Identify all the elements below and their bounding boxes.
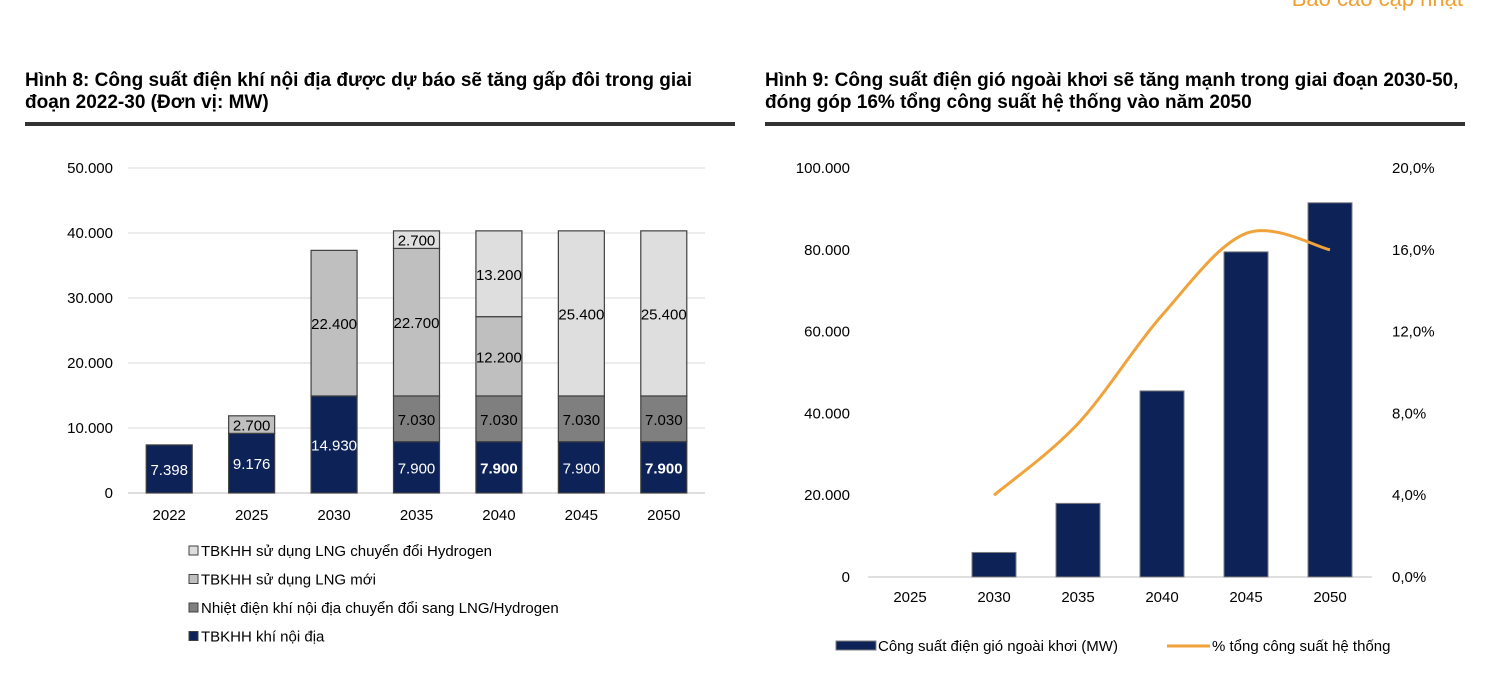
c1-bar-segment xyxy=(640,230,688,397)
c2-xtick-label: 2050 xyxy=(1313,589,1346,606)
c1-ytick-label: 10.000 xyxy=(67,420,113,437)
c1-legend-swatch xyxy=(188,574,199,584)
c2-y2tick-label: 12,0% xyxy=(1392,324,1435,341)
c1-legend-swatch xyxy=(188,631,199,641)
c1-ytick-label: 20.000 xyxy=(67,355,113,372)
c2-legend-label: % tổng công suất hệ thống xyxy=(1212,638,1390,655)
c1-data-label: 7.900 xyxy=(563,460,601,477)
c1-legend-label: TBKHH khí nội địa xyxy=(201,629,325,646)
c2-bar xyxy=(1055,502,1101,578)
c1-data-label: 7.030 xyxy=(645,412,683,429)
c1-ytick-label: 50.000 xyxy=(67,160,113,177)
c1-legend-swatch xyxy=(188,602,199,613)
c1-bar-segment xyxy=(310,395,358,494)
c1-data-label: 7.030 xyxy=(480,412,518,429)
c1-bar-segment xyxy=(392,247,441,397)
c1-bar-segment xyxy=(640,395,688,443)
c1-data-label: 22.400 xyxy=(311,316,357,333)
c1-xtick-label: 2025 xyxy=(235,507,268,524)
c1-xtick-label: 2050 xyxy=(647,507,680,524)
c2-xtick-label: 2045 xyxy=(1229,589,1262,606)
c2-y2tick-label: 4,0% xyxy=(1392,487,1426,504)
c2-xtick-label: 2035 xyxy=(1061,589,1094,606)
c1-ytick-label: 0 xyxy=(105,485,113,502)
c1-xtick-label: 2040 xyxy=(482,507,515,524)
c1-bar-segment xyxy=(392,395,441,443)
c2-ytick-label: 100.000 xyxy=(796,160,850,177)
c1-data-label: 9.176 xyxy=(233,456,271,473)
c2-ytick-label: 40.000 xyxy=(804,405,850,422)
c2-ytick-label: 80.000 xyxy=(804,242,850,259)
c1-data-label: 22.700 xyxy=(394,315,440,332)
c2-legend-label: Công suất điện gió ngoài khơi (MW) xyxy=(878,638,1118,655)
c1-bar-segment xyxy=(145,444,193,494)
c1-ytick-label: 30.000 xyxy=(67,290,113,307)
c1-data-label: 2.700 xyxy=(398,233,436,250)
c2-xtick-label: 2040 xyxy=(1145,589,1178,606)
c1-bar-segment xyxy=(228,415,276,434)
c1-xtick-label: 2022 xyxy=(153,507,186,524)
c1-bar-segment xyxy=(557,230,605,397)
c1-data-label: 7.030 xyxy=(398,412,436,429)
c1-xtick-label: 2045 xyxy=(565,507,598,524)
c1-data-label: 7.900 xyxy=(645,460,683,477)
c1-legend-label: TBKHH sử dụng LNG chuyển đổi Hydrogen xyxy=(201,543,492,560)
c1-data-label: 12.200 xyxy=(476,349,522,366)
c1-bar-segment xyxy=(310,249,358,397)
figure-8-title-rule xyxy=(25,122,735,126)
c2-y2tick-label: 8,0% xyxy=(1392,405,1426,422)
c1-data-label: 7.030 xyxy=(563,412,601,429)
c2-bar xyxy=(1223,251,1269,578)
c1-legend-label: Nhiệt điện khí nội địa chuyển đổi sang L… xyxy=(201,600,559,617)
figure-8-title: Hình 8: Công suất điện khí nội địa được … xyxy=(25,70,692,113)
c2-bar xyxy=(1307,202,1353,578)
c1-xtick-label: 2030 xyxy=(317,507,350,524)
c1-bar-segment xyxy=(475,441,523,494)
c1-data-label: 14.930 xyxy=(311,437,357,454)
c1-bar-segment xyxy=(557,395,605,443)
c1-data-label: 2.700 xyxy=(233,418,271,435)
c1-ytick-label: 40.000 xyxy=(67,225,113,242)
c1-bar-segment xyxy=(475,230,523,318)
c1-legend-swatch xyxy=(188,545,199,556)
c2-bar xyxy=(971,551,1017,578)
c2-legend-swatch-bar xyxy=(835,640,877,651)
c1-data-label: 25.400 xyxy=(558,306,604,323)
c1-data-label: 7.900 xyxy=(398,460,436,477)
c2-y2tick-label: 20,0% xyxy=(1392,160,1435,177)
c1-xtick-label: 2035 xyxy=(400,507,433,524)
c2-ytick-label: 20.000 xyxy=(804,487,850,504)
c1-data-label: 25.400 xyxy=(641,306,687,323)
c2-xtick-label: 2025 xyxy=(893,589,926,606)
report-tag: Báo cáo cập nhật xyxy=(1292,0,1463,12)
c1-data-label: 7.398 xyxy=(150,462,188,479)
c1-bar-segment xyxy=(392,230,441,250)
c2-y2tick-label: 0,0% xyxy=(1392,569,1426,586)
c2-line-series xyxy=(993,229,1331,497)
c2-xtick-label: 2030 xyxy=(977,589,1010,606)
c1-data-label: 7.900 xyxy=(480,460,518,477)
c2-y2tick-label: 16,0% xyxy=(1392,242,1435,259)
c2-bar xyxy=(1139,390,1185,578)
figure-9-title: Hình 9: Công suất điện gió ngoài khơi sẽ… xyxy=(765,70,1459,113)
c1-data-label: 13.200 xyxy=(476,267,522,284)
figure-9-title-rule xyxy=(765,122,1465,126)
c1-bar-segment xyxy=(475,395,523,443)
c1-bar-segment xyxy=(475,316,523,397)
c2-ytick-label: 60.000 xyxy=(804,324,850,341)
c2-ytick-label: 0 xyxy=(842,569,850,586)
c1-legend-label: TBKHH sử dụng LNG mới xyxy=(201,572,376,589)
